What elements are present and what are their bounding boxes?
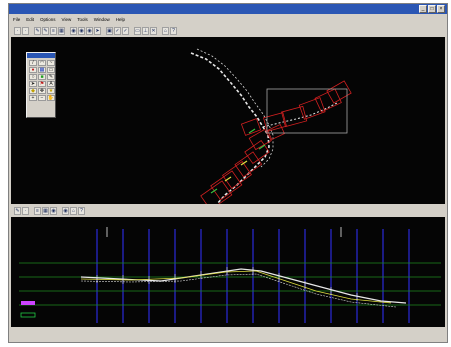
profile-view-canvas[interactable] bbox=[11, 217, 445, 327]
minimize-button[interactable]: _ bbox=[419, 5, 427, 13]
dot-tool-icon[interactable]: · bbox=[14, 27, 21, 35]
pen-icon[interactable]: ✎ bbox=[14, 207, 21, 215]
window-controls: _ □ × bbox=[419, 5, 445, 13]
profile-view-drawing bbox=[19, 227, 441, 323]
status-text-middle bbox=[181, 328, 321, 335]
zoom-out-icon[interactable]: − bbox=[38, 95, 46, 101]
tool-palette-grid: / ◠ ~ ● ▦ ▭ ○ ■ ✎ ➤ ⚑ A ◆ ✥ ★ + − ✋ bbox=[27, 58, 55, 103]
rect-tool-icon[interactable]: ▭ bbox=[47, 66, 55, 73]
home-icon[interactable]: ⌂ bbox=[70, 207, 77, 215]
menu-tools[interactable]: Tools bbox=[77, 16, 88, 22]
close-button[interactable]: × bbox=[437, 5, 445, 13]
profile-top-markers bbox=[106, 227, 342, 237]
cross-icon[interactable]: ✕ bbox=[150, 27, 157, 35]
plan-view-canvas[interactable]: / ◠ ~ ● ▦ ▭ ○ ■ ✎ ➤ ⚑ A ◆ ✥ ★ + − ✋ bbox=[11, 37, 445, 204]
measure-icon[interactable]: ⊥ bbox=[142, 27, 149, 35]
grid-icon[interactable]: ▦ bbox=[42, 207, 49, 215]
curve-tool-icon[interactable]: ~ bbox=[47, 60, 55, 66]
menu-edit[interactable]: Edit bbox=[26, 16, 35, 22]
menu-help[interactable]: Help bbox=[115, 16, 126, 22]
circle-tool-icon[interactable]: ○ bbox=[29, 74, 37, 80]
profile-toolbar: ✎ · ≡ ▦ ◉ ◉ ⌂ ? bbox=[11, 205, 445, 217]
lock-icon[interactable]: ▣ bbox=[106, 27, 113, 35]
arc-tool-icon[interactable]: ◠ bbox=[38, 59, 46, 66]
design-grade-line-secondary bbox=[80, 273, 397, 308]
grid-tool-icon[interactable]: ▦ bbox=[38, 66, 46, 73]
ground-profile-line bbox=[80, 268, 407, 304]
zoom-in-icon[interactable]: + bbox=[29, 95, 37, 101]
menu-bar: File Edit Options View Tools Window Help bbox=[9, 14, 447, 24]
app-window: _ □ × File Edit Options View Tools Windo… bbox=[8, 3, 448, 343]
plan-view-drawing bbox=[190, 48, 352, 204]
menu-view[interactable]: View bbox=[61, 16, 72, 22]
alignment-white-track bbox=[190, 52, 270, 204]
profile-green-box bbox=[20, 312, 36, 318]
home-icon[interactable]: ⌂ bbox=[162, 27, 169, 35]
view-icon[interactable]: ◉ bbox=[78, 27, 85, 35]
arrow-icon[interactable]: ➤ bbox=[94, 27, 101, 35]
status-row-2 bbox=[11, 335, 445, 342]
flag-tool-icon[interactable]: ⚑ bbox=[38, 80, 46, 87]
help-icon[interactable]: ? bbox=[78, 207, 85, 215]
move-tool-icon[interactable]: ✥ bbox=[38, 87, 46, 94]
help-icon[interactable]: ? bbox=[170, 27, 177, 35]
view-icon[interactable]: ◉ bbox=[86, 27, 93, 35]
list-icon[interactable]: ≡ bbox=[50, 27, 57, 35]
status-text-right bbox=[321, 328, 445, 335]
menu-window[interactable]: Window bbox=[93, 16, 110, 22]
red-section-boxes bbox=[200, 80, 352, 204]
view-icon[interactable]: ◉ bbox=[70, 27, 77, 35]
elevation-band-lines bbox=[19, 262, 441, 306]
alignment-accent-marks bbox=[210, 128, 266, 194]
status-text-left bbox=[11, 328, 181, 335]
select-icon[interactable]: ▭ bbox=[134, 27, 141, 35]
maximize-button[interactable]: □ bbox=[428, 5, 436, 13]
alignment-white-offset bbox=[196, 48, 274, 168]
profile-magenta-marker bbox=[21, 301, 35, 305]
grid-icon[interactable]: ▦ bbox=[58, 27, 65, 35]
menu-options[interactable]: Options bbox=[40, 16, 56, 22]
profile-tick-marks bbox=[96, 267, 358, 301]
dot-tool-icon[interactable]: · bbox=[22, 207, 29, 215]
status-row-1 bbox=[11, 328, 445, 335]
main-toolbar: · · ✎ ✎ ≡ ▦ ◉ ◉ ◉ ➤ ▣ ✓ ✓ ▭ ⊥ ✕ ⌂ ? bbox=[11, 25, 445, 37]
list-icon[interactable]: ≡ bbox=[34, 207, 41, 215]
tool-palette: / ◠ ~ ● ▦ ▭ ○ ■ ✎ ➤ ⚑ A ◆ ✥ ★ + − ✋ bbox=[26, 52, 56, 118]
dot-tool-icon[interactable]: · bbox=[22, 27, 29, 35]
color-tool-icon[interactable]: ◆ bbox=[29, 88, 37, 94]
pen-icon[interactable]: ✎ bbox=[42, 27, 49, 35]
pen-tool-icon[interactable]: ✎ bbox=[47, 73, 55, 80]
status-text-middle-2 bbox=[181, 335, 321, 342]
select-tool-icon[interactable]: ➤ bbox=[29, 80, 37, 87]
star-tool-icon[interactable]: ★ bbox=[47, 87, 55, 94]
fill-tool-icon[interactable]: ■ bbox=[38, 74, 46, 80]
line-tool-icon[interactable]: / bbox=[29, 60, 37, 66]
design-grade-line bbox=[80, 270, 392, 304]
view-icon[interactable]: ◉ bbox=[50, 207, 57, 215]
view-icon[interactable]: ◉ bbox=[62, 207, 69, 215]
ok-icon[interactable]: ✓ bbox=[114, 27, 121, 35]
tool-palette-titlebar[interactable] bbox=[27, 53, 55, 58]
pan-tool-icon[interactable]: ✋ bbox=[47, 94, 55, 101]
node-tool-icon[interactable]: ● bbox=[29, 67, 37, 73]
status-text-left-2 bbox=[11, 335, 181, 342]
pen-icon[interactable]: ✎ bbox=[34, 27, 41, 35]
status-text-right-2 bbox=[321, 335, 445, 342]
title-bar[interactable]: _ □ × bbox=[9, 4, 447, 14]
status-bar bbox=[11, 328, 445, 342]
selection-window[interactable] bbox=[266, 88, 348, 134]
menu-file[interactable]: File bbox=[13, 16, 21, 22]
text-tool-icon[interactable]: A bbox=[47, 81, 55, 87]
station-grid-lines bbox=[96, 229, 410, 323]
ok-icon[interactable]: ✓ bbox=[122, 27, 129, 35]
